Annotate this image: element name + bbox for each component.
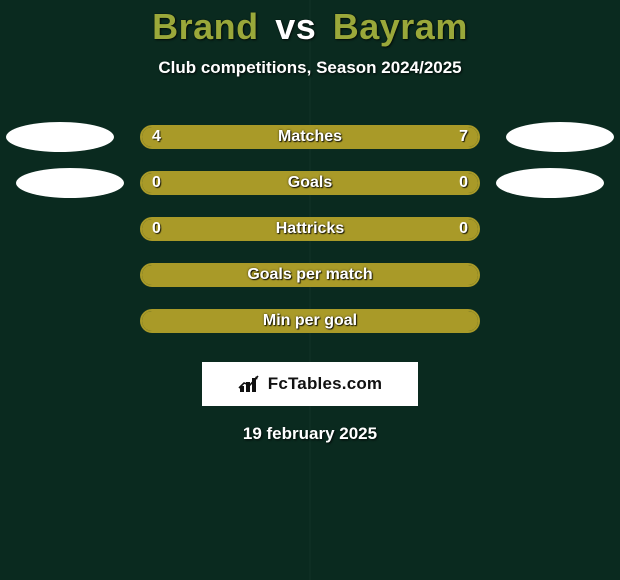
stat-row: Goals per match	[0, 252, 620, 298]
page-title: Brand vs Bayram	[0, 6, 620, 48]
stat-row: Hattricks 0 0	[0, 206, 620, 252]
stat-bar: Hattricks	[140, 217, 480, 241]
logo-chart-icon	[238, 374, 262, 394]
stat-bar: Matches	[140, 125, 480, 149]
stat-label: Hattricks	[276, 220, 344, 238]
stat-label: Goals per match	[247, 266, 372, 284]
stat-value-left: 4	[152, 128, 161, 146]
logo-box: FcTables.com	[202, 362, 418, 406]
stat-bar: Min per goal	[140, 309, 480, 333]
stat-value-right: 7	[459, 128, 468, 146]
date-text: 19 february 2025	[0, 424, 620, 444]
title-right: Bayram	[333, 6, 468, 47]
logo-text: FcTables.com	[268, 374, 383, 394]
stat-row: Matches 4 7	[0, 114, 620, 160]
stat-label: Min per goal	[263, 312, 357, 330]
title-sep: vs	[275, 6, 316, 47]
player-ellipse-right	[496, 168, 604, 198]
stat-value-right: 0	[459, 220, 468, 238]
stat-bar: Goals	[140, 171, 480, 195]
player-ellipse-left	[16, 168, 124, 198]
stat-row: Goals 0 0	[0, 160, 620, 206]
title-left: Brand	[152, 6, 259, 47]
stat-label: Matches	[278, 128, 342, 146]
content: Brand vs Bayram Club competitions, Seaso…	[0, 0, 620, 444]
stat-value-left: 0	[152, 174, 161, 192]
subtitle: Club competitions, Season 2024/2025	[0, 58, 620, 78]
stat-value-left: 0	[152, 220, 161, 238]
player-ellipse-right	[506, 122, 614, 152]
stat-value-right: 0	[459, 174, 468, 192]
stat-bar: Goals per match	[140, 263, 480, 287]
stat-rows: Matches 4 7 Goals 0 0 Hattricks 0 0 Goals per mat…	[0, 114, 620, 344]
player-ellipse-left	[6, 122, 114, 152]
stat-label: Goals	[288, 174, 332, 192]
stat-row: Min per goal	[0, 298, 620, 344]
